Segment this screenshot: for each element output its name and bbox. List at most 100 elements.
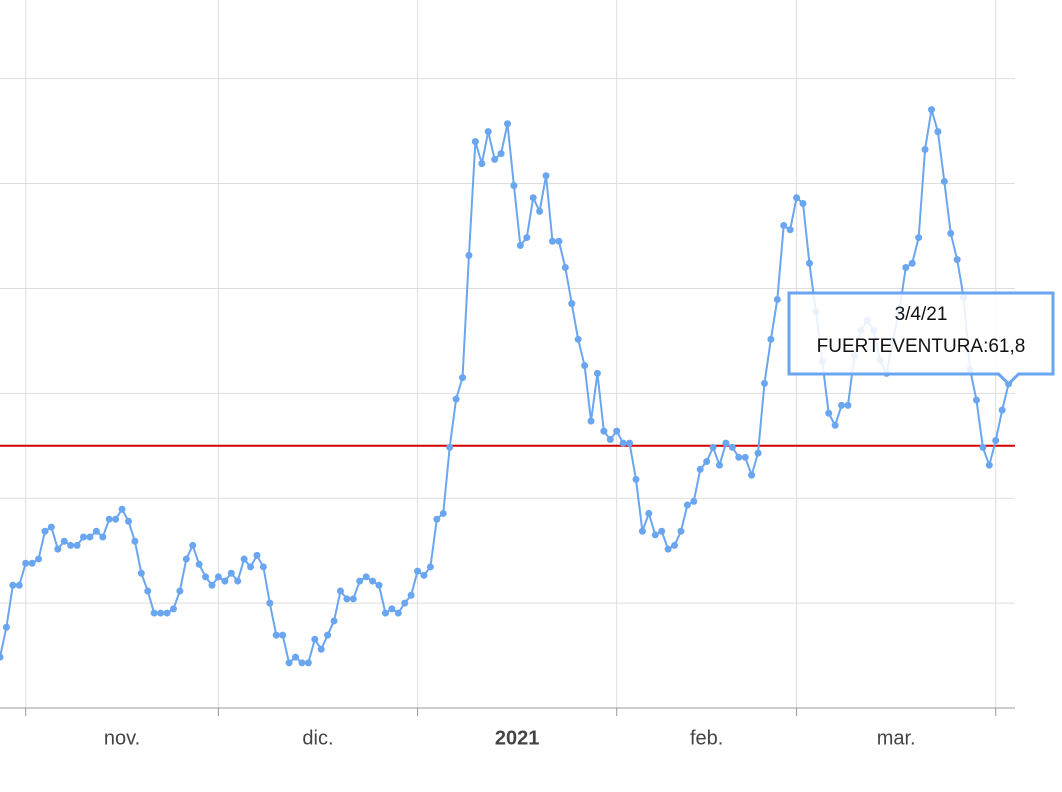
data-point	[137, 569, 145, 577]
data-point	[292, 653, 300, 661]
data-point	[439, 509, 447, 517]
data-point	[773, 295, 781, 303]
data-point	[349, 595, 357, 603]
x-tick-label: nov.	[104, 727, 140, 749]
data-point	[786, 226, 794, 234]
data-point	[330, 617, 338, 625]
data-point	[253, 551, 261, 559]
data-point	[902, 263, 910, 271]
data-point	[703, 458, 711, 466]
data-point	[67, 541, 75, 549]
data-point	[992, 437, 1000, 445]
data-point	[555, 237, 563, 245]
data-point	[208, 581, 216, 589]
data-point	[510, 182, 518, 190]
data-point	[754, 449, 762, 457]
data-point	[825, 409, 833, 417]
data-point	[735, 453, 743, 461]
data-point	[574, 335, 582, 343]
data-point	[407, 591, 415, 599]
data-point	[41, 527, 49, 535]
tooltip: 3/4/21 FUERTEVENTURA:61,8	[787, 291, 1055, 387]
data-point	[176, 587, 184, 595]
data-point	[60, 537, 68, 545]
data-point	[343, 595, 351, 603]
data-point	[760, 379, 768, 387]
data-point	[600, 427, 608, 435]
data-point	[497, 150, 505, 158]
data-point	[561, 263, 569, 271]
data-point	[401, 599, 409, 607]
data-point	[581, 362, 589, 370]
data-point	[728, 443, 736, 451]
data-point	[131, 537, 139, 545]
data-point	[979, 443, 987, 451]
data-point	[953, 256, 961, 264]
data-point	[279, 631, 287, 639]
data-point	[741, 453, 749, 461]
data-point	[947, 229, 955, 237]
data-point	[189, 541, 197, 549]
data-point	[304, 659, 312, 667]
data-point	[683, 501, 691, 509]
data-point	[677, 527, 685, 535]
data-point	[247, 563, 255, 571]
data-point	[420, 571, 428, 579]
tooltip-box	[787, 291, 1055, 387]
data-point	[118, 505, 126, 513]
data-point	[28, 559, 36, 567]
data-point	[195, 560, 203, 568]
data-point	[240, 555, 248, 563]
data-point	[388, 605, 396, 613]
data-point	[529, 194, 537, 202]
data-point	[15, 581, 23, 589]
data-point	[259, 563, 267, 571]
data-point	[568, 300, 576, 308]
data-point	[214, 573, 222, 581]
data-point	[182, 555, 190, 563]
data-point	[311, 635, 319, 643]
x-tick-label: feb.	[690, 727, 723, 749]
data-point	[381, 609, 389, 617]
data-point	[934, 128, 942, 136]
data-point	[664, 545, 672, 553]
series-line	[0, 109, 1010, 665]
data-point	[619, 439, 627, 447]
data-point	[908, 259, 916, 267]
data-point	[838, 401, 846, 409]
data-point	[651, 531, 659, 539]
data-point	[105, 515, 113, 523]
data-point	[324, 631, 332, 639]
data-point	[793, 194, 801, 202]
data-point	[317, 645, 325, 653]
data-point	[722, 439, 730, 447]
data-point	[548, 237, 556, 245]
data-point	[471, 138, 479, 146]
data-point	[927, 106, 935, 114]
data-point	[972, 396, 980, 404]
data-point	[298, 659, 306, 667]
data-point	[394, 609, 402, 617]
data-point	[516, 241, 524, 249]
data-point	[767, 335, 775, 343]
data-point	[626, 439, 634, 447]
data-point	[163, 609, 171, 617]
x-tick-label: 2021	[495, 727, 540, 749]
data-point	[86, 533, 94, 541]
data-point	[645, 509, 653, 517]
data-point	[0, 653, 4, 661]
data-point	[542, 172, 550, 180]
data-point	[73, 541, 81, 549]
data-point	[414, 567, 422, 575]
data-point	[35, 555, 43, 563]
data-point	[202, 573, 210, 581]
data-point	[831, 421, 839, 429]
data-point	[638, 527, 646, 535]
data-point	[658, 527, 666, 535]
data-point	[915, 234, 923, 242]
data-point	[536, 207, 544, 215]
data-point	[780, 222, 788, 230]
data-point	[921, 145, 929, 153]
data-point	[221, 577, 229, 585]
data-point	[22, 559, 30, 567]
